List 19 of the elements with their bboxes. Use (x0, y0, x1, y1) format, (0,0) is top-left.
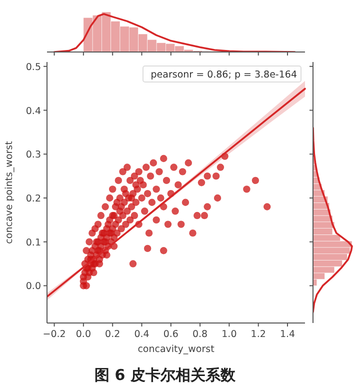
y-axis-title: concave points_worst (4, 140, 15, 244)
annotation: pearsonr = 0.86; p = 3.8e-164 (150, 70, 297, 80)
x-tick-label: 0.0 (76, 329, 91, 340)
caption: 图 6 皮卡尔相关系数 (94, 366, 236, 384)
x-tick-label: 0.8 (192, 329, 208, 340)
x-tick-label: 0.4 (134, 329, 150, 340)
x-tick-label: −0.2 (42, 329, 66, 340)
x-tick-label: 1.0 (222, 329, 237, 340)
x-tick-label: 1.4 (280, 329, 296, 340)
x-tick-label: 1.2 (250, 329, 266, 340)
y-tick-label: 0.0 (26, 281, 41, 292)
y-tick-label: 0.4 (26, 106, 41, 117)
y-tick-label: 0.5 (26, 62, 41, 73)
y-tick-label: 0.1 (26, 237, 41, 248)
y-tick-label: 0.2 (26, 193, 41, 204)
x-axis-title: concavity_worst (138, 344, 215, 355)
y-tick-label: 0.3 (26, 150, 41, 161)
x-tick-label: 0.2 (105, 329, 120, 340)
x-tick-label: 0.6 (163, 329, 178, 340)
